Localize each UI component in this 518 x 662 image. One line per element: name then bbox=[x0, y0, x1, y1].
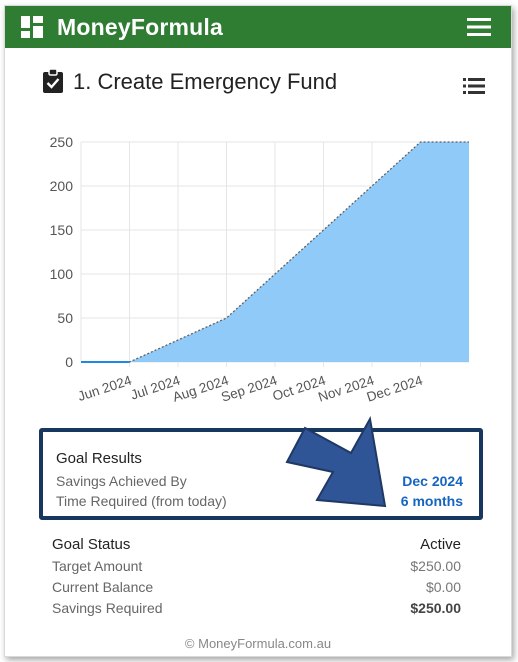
y-tick-label: 150 bbox=[50, 222, 74, 238]
current-balance-value: $0.00 bbox=[425, 579, 461, 595]
savings-achieved-value[interactable]: Dec 2024 bbox=[402, 473, 463, 489]
goal-title: 1. Create Emergency Fund bbox=[73, 69, 338, 94]
y-tick-label: 100 bbox=[50, 266, 74, 282]
time-required-value[interactable]: 6 months bbox=[400, 493, 463, 509]
x-tick-label: Sep 2024 bbox=[219, 372, 279, 404]
goal-status-heading: Goal Status bbox=[52, 536, 131, 553]
series-line bbox=[81, 141, 469, 363]
savings-achieved-label: Savings Achieved By bbox=[56, 473, 187, 489]
y-tick-label: 200 bbox=[50, 178, 74, 194]
current-balance-label: Current Balance bbox=[52, 579, 154, 595]
target-amount-value: $250.00 bbox=[410, 558, 461, 574]
y-tick-label: 50 bbox=[57, 310, 73, 326]
hamburger-menu-icon[interactable] bbox=[467, 18, 491, 36]
list-view-icon[interactable] bbox=[463, 78, 485, 94]
y-tick-label: 0 bbox=[65, 354, 73, 370]
goal-results-heading: Goal Results bbox=[56, 450, 142, 467]
target-amount-label: Target Amount bbox=[52, 558, 143, 574]
time-required-label: Time Required (from today) bbox=[56, 493, 227, 509]
x-tick-label: Jun 2024 bbox=[76, 372, 134, 404]
savings-required-label: Savings Required bbox=[52, 600, 163, 616]
app-bar: MoneyFormula bbox=[5, 6, 511, 48]
goal-results-highlight: Goal Results Savings Achieved By Dec 202… bbox=[39, 428, 483, 520]
brand-name[interactable]: MoneyFormula bbox=[57, 14, 223, 40]
goal-status-value: Active bbox=[420, 536, 461, 553]
dashboard-grid-icon bbox=[21, 16, 43, 38]
savings-required-value: $250.00 bbox=[410, 600, 461, 616]
y-tick-label: 250 bbox=[50, 134, 74, 150]
footer-copyright[interactable]: © MoneyFormula.com.au bbox=[184, 636, 332, 651]
clipboard-check-icon bbox=[43, 69, 63, 93]
app-window: MoneyFormula 1. Create Emergency Fund 0 5… bbox=[4, 5, 512, 657]
series-area bbox=[81, 142, 469, 362]
x-tick-label: Dec 2024 bbox=[365, 372, 425, 404]
